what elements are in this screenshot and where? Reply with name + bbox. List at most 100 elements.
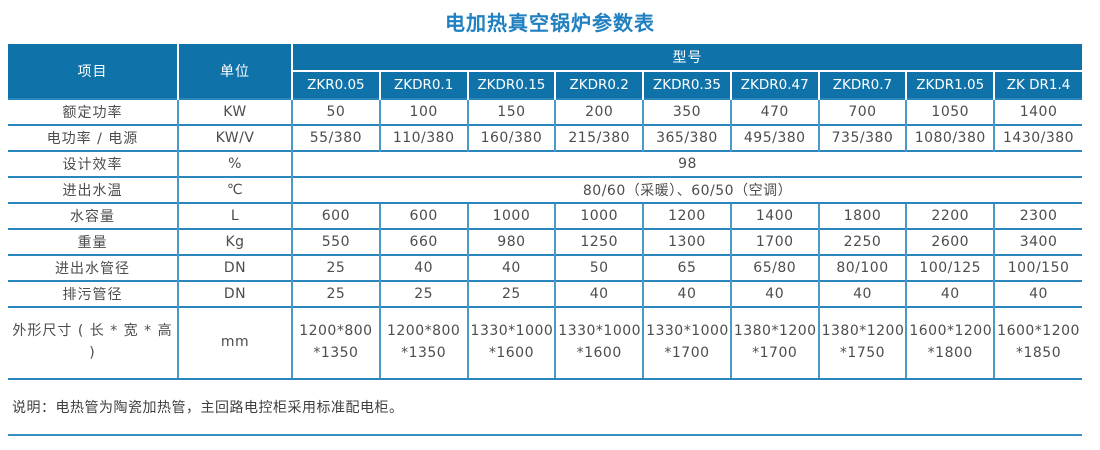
value-cell: 1400 [993, 98, 1082, 125]
header-model-4: ZKDR0.35 [642, 70, 731, 99]
unit-cell: DN [177, 254, 292, 281]
header-model-group: 型号 [291, 44, 1082, 71]
unit-cell: KW/V [177, 124, 292, 151]
item-cell: 外形尺寸 ( 长 * 宽 * 高 ) [8, 306, 178, 380]
value-cell: 1250 [554, 228, 644, 255]
value-cell: 660 [378, 228, 468, 255]
value-cell: 1050 [905, 98, 995, 125]
page-title: 电加热真空锅炉参数表 [445, 11, 655, 35]
value-cell: 1330*1000 *1600 [466, 306, 556, 380]
item-cell: 设计效率 [8, 150, 178, 177]
value-cell: 1600*1200 *1850 [993, 306, 1082, 380]
value-cell: 150 [466, 98, 556, 125]
value-cell: 1300 [642, 228, 731, 255]
header-model-2: ZKDR0.15 [466, 70, 556, 99]
item-cell: 电功率 / 电源 [8, 124, 178, 151]
span-value-cell: 80/60（采暖）、60/50（空调） [291, 176, 1082, 203]
value-cell: 550 [291, 228, 380, 255]
item-cell: 重量 [8, 228, 178, 255]
header-model-8: ZK DR1.4 [993, 70, 1082, 99]
value-cell: 2600 [905, 228, 995, 255]
value-cell: 1200*800 *1350 [378, 306, 468, 380]
value-cell: 40 [554, 280, 644, 307]
row-drain-pipe-diameter: 排污管径 DN 25 25 25 40 40 40 40 40 40 [8, 280, 1082, 307]
value-cell: 600 [291, 202, 380, 229]
value-cell: 1330*1000 *1600 [554, 306, 644, 380]
header-model-0: ZKR0.05 [291, 70, 380, 99]
item-cell: 额定功率 [8, 98, 178, 125]
boiler-spec-table: 项目 单位 型号 ZKR0.05 ZKDR0.1 ZKDR0.15 ZKDR0.… [8, 44, 1082, 380]
unit-cell: % [177, 150, 292, 177]
row-dimensions: 外形尺寸 ( 长 * 宽 * 高 ) mm 1200*800 *1350 120… [8, 306, 1082, 380]
value-cell: 65 [642, 254, 731, 281]
value-cell: 100/150 [993, 254, 1082, 281]
unit-cell: DN [177, 280, 292, 307]
value-cell: 80/100 [817, 254, 907, 281]
value-cell: 3400 [993, 228, 1082, 255]
value-cell: 495/380 [729, 124, 819, 151]
value-cell: 100 [378, 98, 468, 125]
value-cell: 1380*1200 *1750 [817, 306, 907, 380]
item-cell: 水容量 [8, 202, 178, 229]
value-cell: 1800 [817, 202, 907, 229]
value-cell: 700 [817, 98, 907, 125]
value-cell: 40 [905, 280, 995, 307]
value-cell: 1700 [729, 228, 819, 255]
value-cell: 1000 [466, 202, 556, 229]
value-cell: 100/125 [905, 254, 995, 281]
value-cell: 40 [817, 280, 907, 307]
header-item: 项目 [8, 44, 178, 99]
item-cell: 排污管径 [8, 280, 178, 307]
row-water-capacity: 水容量 L 600 600 1000 1000 1200 1400 1800 2… [8, 202, 1082, 229]
value-cell: 40 [378, 254, 468, 281]
unit-cell: L [177, 202, 292, 229]
value-cell: 2300 [993, 202, 1082, 229]
row-rated-power: 额定功率 KW 50 100 150 200 350 470 700 1050 … [8, 98, 1082, 125]
value-cell: 1430/380 [993, 124, 1082, 151]
unit-cell: Kg [177, 228, 292, 255]
value-cell: 40 [729, 280, 819, 307]
value-cell: 2200 [905, 202, 995, 229]
header-unit: 单位 [177, 44, 292, 99]
value-cell: 25 [291, 280, 380, 307]
item-cell: 进出水管径 [8, 254, 178, 281]
row-electric-power: 电功率 / 电源 KW/V 55/380 110/380 160/380 215… [8, 124, 1082, 151]
header-model-3: ZKDR0.2 [554, 70, 644, 99]
bottom-divider [8, 434, 1082, 436]
value-cell: 1330*1000 *1700 [642, 306, 731, 380]
unit-cell: ℃ [177, 176, 292, 203]
value-cell: 50 [291, 98, 380, 125]
value-cell: 1200*800 *1350 [291, 306, 380, 380]
row-water-pipe-diameter: 进出水管径 DN 25 40 40 50 65 65/80 80/100 100… [8, 254, 1082, 281]
value-cell: 980 [466, 228, 556, 255]
value-cell: 600 [378, 202, 468, 229]
table-note: 说明：电热管为陶瓷加热管，主回路电控柜采用标准配电柜。 [12, 400, 404, 416]
value-cell: 25 [466, 280, 556, 307]
value-cell: 110/380 [378, 124, 468, 151]
header-model-1: ZKDR0.1 [378, 70, 468, 99]
value-cell: 40 [993, 280, 1082, 307]
value-cell: 50 [554, 254, 644, 281]
header-model-6: ZKDR0.7 [817, 70, 907, 99]
value-cell: 55/380 [291, 124, 380, 151]
value-cell: 350 [642, 98, 731, 125]
value-cell: 735/380 [817, 124, 907, 151]
value-cell: 1380*1200 *1700 [729, 306, 819, 380]
value-cell: 470 [729, 98, 819, 125]
value-cell: 1200 [642, 202, 731, 229]
value-cell: 1600*1200 *1800 [905, 306, 995, 380]
value-cell: 365/380 [642, 124, 731, 151]
value-cell: 1400 [729, 202, 819, 229]
value-cell: 2250 [817, 228, 907, 255]
row-weight: 重量 Kg 550 660 980 1250 1300 1700 2250 26… [8, 228, 1082, 255]
value-cell: 40 [466, 254, 556, 281]
header-model-5: ZKDR0.47 [729, 70, 819, 99]
value-cell: 1080/380 [905, 124, 995, 151]
value-cell: 215/380 [554, 124, 644, 151]
item-cell: 进出水温 [8, 176, 178, 203]
value-cell: 65/80 [729, 254, 819, 281]
value-cell: 40 [642, 280, 731, 307]
row-design-efficiency: 设计效率 % 98 [8, 150, 1082, 177]
value-cell: 25 [378, 280, 468, 307]
